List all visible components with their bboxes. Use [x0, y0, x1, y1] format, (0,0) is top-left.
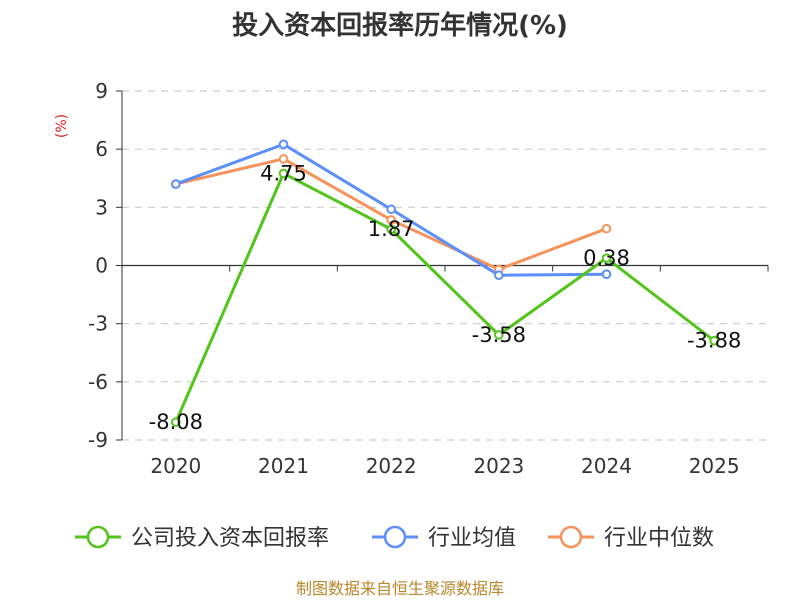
- chart-title: 投入资本回报率历年情况(%): [232, 10, 568, 41]
- series-line: [175, 157, 608, 271]
- data-point: [709, 335, 719, 346]
- y-axis-unit-label: (%): [54, 114, 70, 138]
- data-label: 4.75: [260, 161, 307, 185]
- y-tick-label: 0: [95, 254, 108, 278]
- legend-item[interactable]: 公司投入资本回报率: [75, 525, 329, 551]
- series-line: [174, 171, 716, 423]
- legend-label: 行业均值: [428, 526, 516, 551]
- x-tick-label: 2021: [258, 454, 309, 478]
- data-point: [386, 224, 396, 235]
- source-credit: 制图数据来自恒生聚源数据库: [296, 579, 504, 598]
- y-tick-label: -3: [88, 312, 108, 336]
- data-point: [601, 223, 612, 234]
- data-point: [278, 168, 289, 179]
- legend-item[interactable]: 行业中位数: [548, 525, 714, 551]
- data-point: [171, 179, 181, 189]
- data-point: [386, 215, 396, 225]
- x-tick-label: 2024: [581, 454, 632, 478]
- grid-lines: [122, 90, 768, 441]
- data-point: [386, 204, 396, 215]
- y-tick-label: -6: [88, 370, 108, 394]
- y-tick-label: 6: [95, 137, 108, 161]
- series-2: [171, 154, 612, 275]
- data-label: 1.87: [368, 217, 415, 241]
- data-label: 0.38: [583, 246, 630, 270]
- axes: 9 6 3 0 -3 -6 -9 2020 2021 2022 2023 2024 2025: [88, 79, 769, 478]
- legend-swatch-marker: [86, 525, 110, 549]
- x-tick-label: 2025: [689, 454, 740, 478]
- series-1: [171, 139, 612, 280]
- y-tick-label: 9: [95, 79, 108, 103]
- series-lines: [171, 139, 719, 427]
- data-point: [278, 154, 289, 164]
- data-label: -3.88: [687, 329, 741, 353]
- y-tick-label: -9: [88, 428, 108, 452]
- series-0: [171, 168, 719, 427]
- data-point: [278, 139, 289, 150]
- data-point: [601, 253, 612, 263]
- x-tick-label: 2020: [150, 454, 201, 478]
- data-point: [171, 417, 181, 427]
- y-tick-label: 3: [95, 195, 108, 219]
- data-point: [494, 330, 504, 340]
- legend[interactable]: 公司投入资本回报率 行业均值 行业中位数: [75, 525, 714, 551]
- legend-label: 行业中位数: [604, 526, 714, 551]
- data-point: [494, 270, 504, 280]
- data-label: -8.08: [149, 410, 203, 434]
- x-tick-label: 2023: [473, 454, 524, 478]
- data-label: -3.58: [472, 323, 526, 347]
- x-tick-label: 2022: [366, 454, 417, 478]
- data-point: [601, 269, 612, 280]
- data-labels: -8.08 4.75 1.87 -3.58 0.38 -3.88: [149, 161, 742, 434]
- legend-item[interactable]: 行业均值: [372, 525, 516, 551]
- legend-swatch-marker: [383, 525, 407, 549]
- legend-label: 公司投入资本回报率: [131, 526, 329, 551]
- legend-swatch-marker: [559, 525, 583, 549]
